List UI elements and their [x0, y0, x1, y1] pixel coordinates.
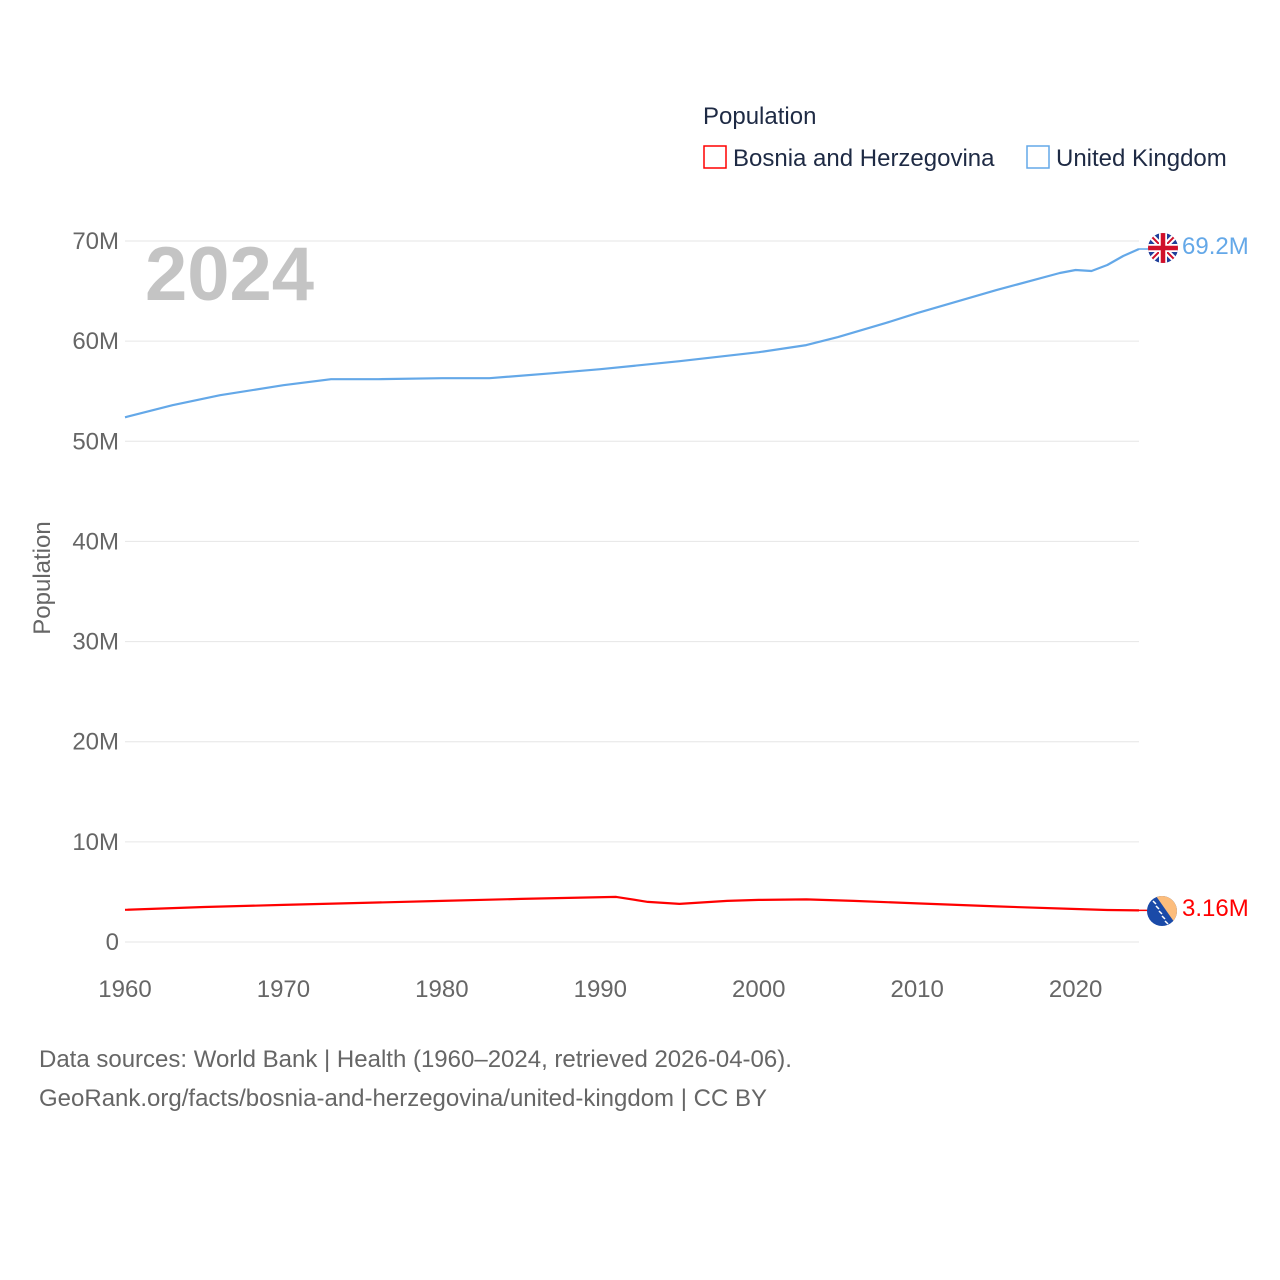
y-tick-label: 50M	[72, 428, 119, 455]
bosnia-flag-icon	[1147, 896, 1177, 926]
legend-title: Population	[703, 103, 816, 130]
x-tick-label: 2010	[890, 976, 943, 1003]
y-tick-label: 40M	[72, 528, 119, 555]
y-tick-label: 30M	[72, 629, 119, 656]
legend-item-bosnia[interactable]: Bosnia and Herzegovina	[703, 145, 995, 172]
series-line-uk[interactable]	[124, 247, 1140, 419]
data-source-note: Data sources: World Bank | Health (1960–…	[39, 1046, 792, 1073]
y-tick-label: 10M	[72, 829, 119, 856]
x-tick-label: 2020	[1049, 976, 1102, 1003]
uk-end-label: 69.2M	[1182, 233, 1249, 260]
year-watermark: 2024	[145, 232, 314, 317]
x-tick-label: 1970	[257, 976, 310, 1003]
legend-label: United Kingdom	[1056, 145, 1227, 172]
legend-item-uk[interactable]: United Kingdom	[1026, 145, 1227, 172]
y-tick-label: 0	[106, 929, 119, 956]
legend-swatch	[703, 145, 727, 169]
legend-swatch	[1026, 145, 1050, 169]
x-tick-label: 1980	[415, 976, 468, 1003]
x-tick-label: 1960	[98, 976, 151, 1003]
series-line-bosnia[interactable]	[124, 895, 1140, 912]
y-axis-label: Population	[29, 521, 56, 634]
uk-flag-icon	[1148, 233, 1178, 263]
source-url[interactable]: GeoRank.org/facts/bosnia-and-herzegovina…	[39, 1085, 767, 1112]
y-tick-label: 70M	[72, 228, 119, 255]
bosnia-end-label: 3.16M	[1182, 895, 1249, 922]
y-tick-label: 20M	[72, 729, 119, 756]
x-tick-label: 2000	[732, 976, 785, 1003]
legend-label: Bosnia and Herzegovina	[733, 145, 995, 172]
x-tick-label: 1990	[574, 976, 627, 1003]
y-tick-label: 60M	[72, 328, 119, 355]
